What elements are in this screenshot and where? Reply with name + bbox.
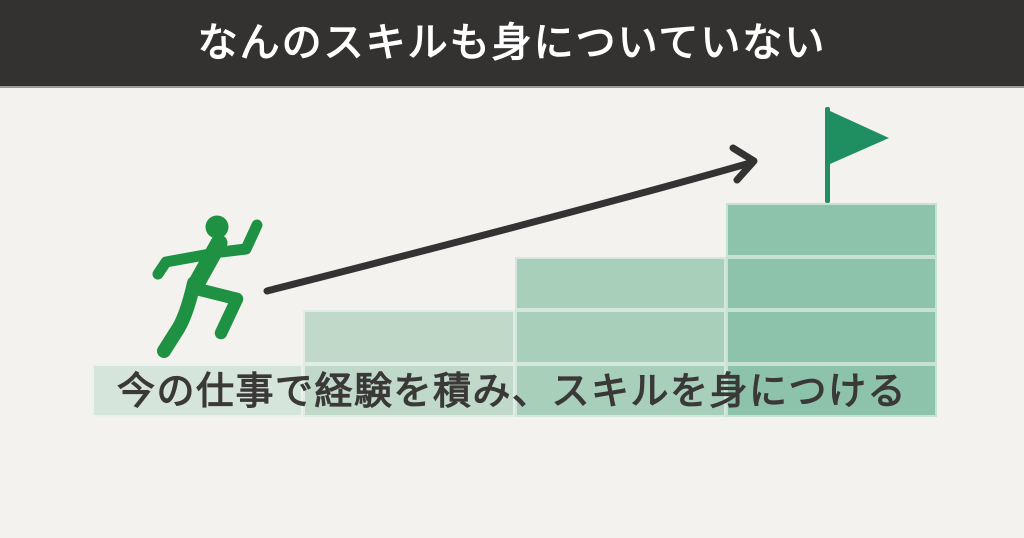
step-block [725,256,937,310]
page-title: なんのスキルも身についていない [197,21,827,65]
step-block [725,310,937,364]
step-block [514,363,726,417]
step-block [303,363,515,417]
step-block [92,363,304,417]
header-banner: なんのスキルも身についていない [0,0,1024,88]
illustration-area [0,88,1024,538]
step-block [725,203,937,257]
step-block [725,363,937,417]
step-block [303,310,515,364]
step-block [514,310,726,364]
step-block [514,256,726,310]
caption-text: 今の仕事で経験を積み、スキルを身につける [116,371,907,413]
skill-steps [0,88,1024,538]
